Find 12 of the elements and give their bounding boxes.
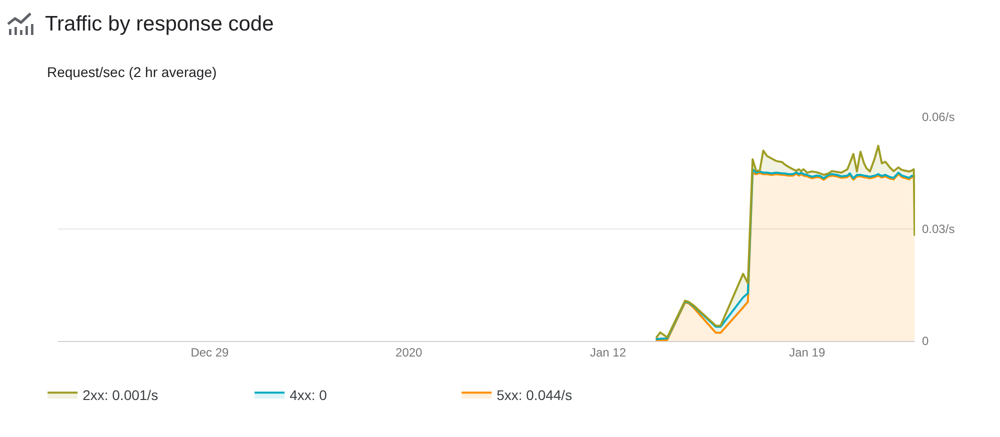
x-tick-label: Jan 19	[789, 345, 826, 360]
y-tick-label: 0	[922, 334, 929, 348]
x-tick-label: 2020	[396, 345, 423, 360]
x-tick-label: Jan 12	[590, 345, 626, 360]
legend-label: 2xx: 0.001/s	[82, 387, 158, 404]
chart-subtitle: Request/sec (2 hr average)	[47, 64, 217, 80]
y-tick-label: 0.06/s	[922, 110, 955, 124]
y-tick-label: 0.03/s	[922, 222, 955, 236]
x-tick-label: Dec 29	[190, 345, 230, 360]
chart-title: Traffic by response code	[45, 12, 274, 36]
legend-label: 4xx: 0	[290, 387, 328, 404]
legend-label: 5xx: 0.044/s	[496, 387, 572, 404]
